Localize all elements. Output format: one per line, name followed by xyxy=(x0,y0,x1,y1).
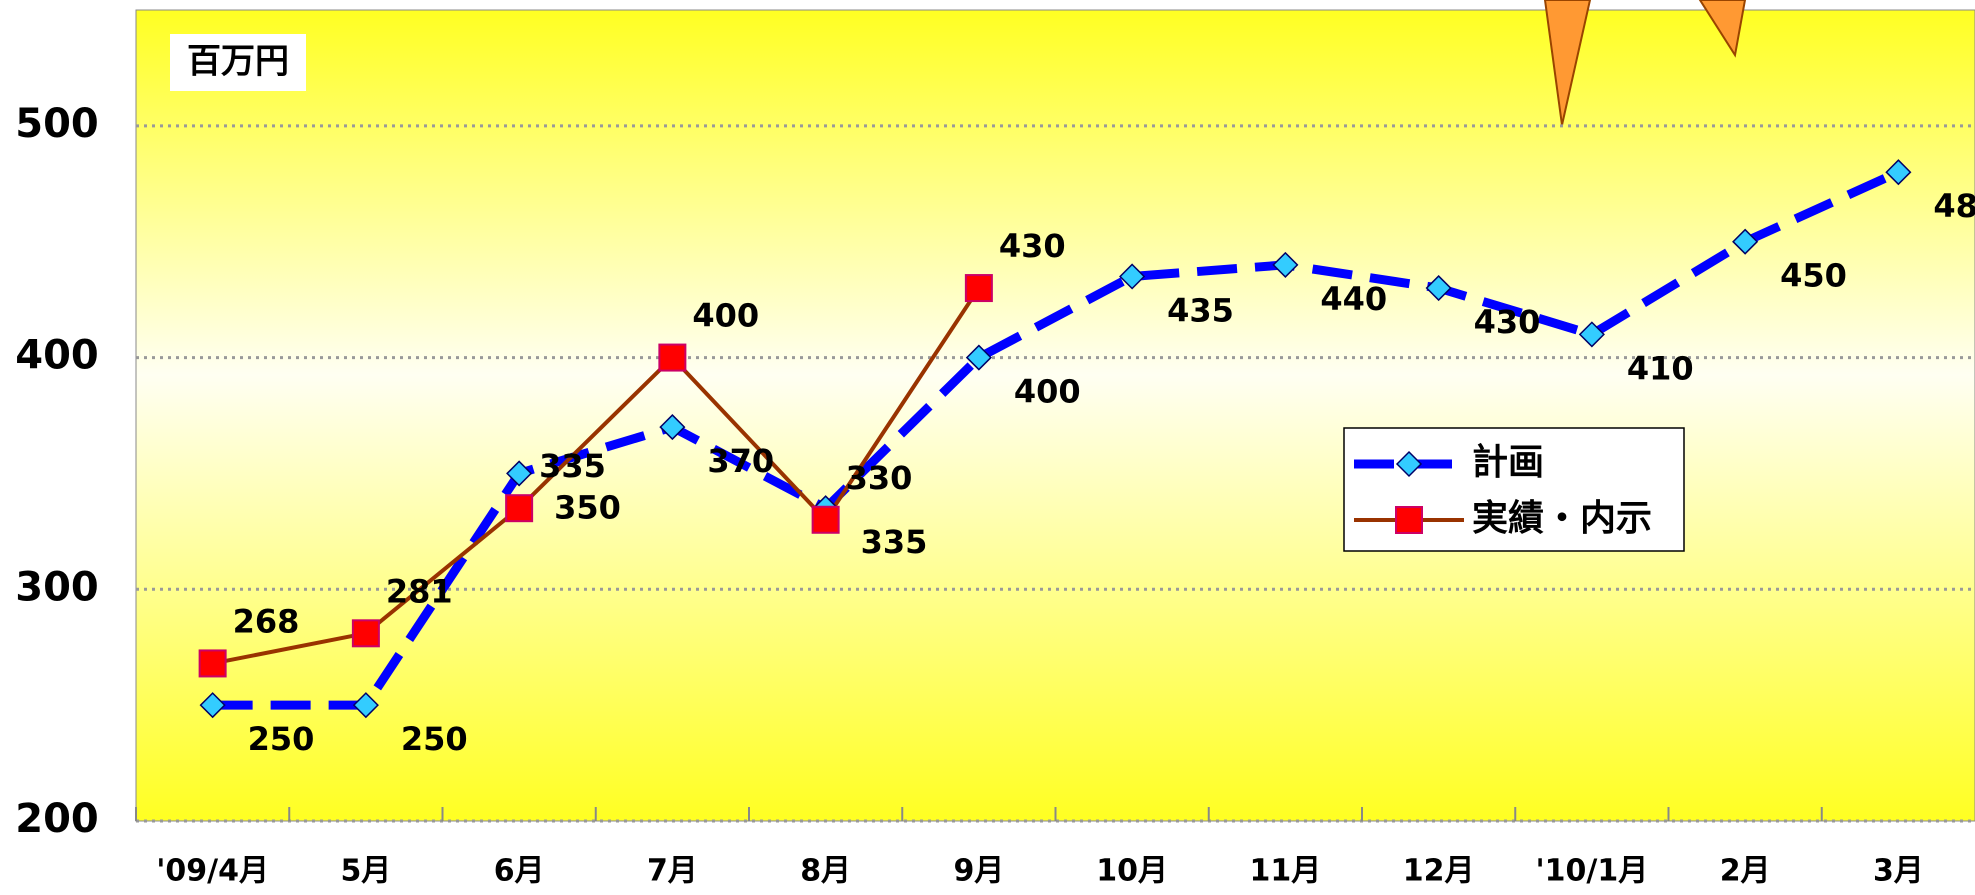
y-tick-label: 200 xyxy=(15,796,99,842)
data-label: 250 xyxy=(248,720,315,758)
x-tick-label: 6月 xyxy=(494,854,545,889)
point xyxy=(964,274,993,303)
point xyxy=(505,494,534,523)
data-label: 435 xyxy=(1167,291,1234,329)
data-label: 440 xyxy=(1320,280,1387,318)
point xyxy=(659,414,686,441)
point xyxy=(1578,321,1605,348)
x-tick-label: 2月 xyxy=(1720,854,1771,889)
y-tick-label: 400 xyxy=(15,333,99,379)
data-label: 480 xyxy=(1933,187,1975,225)
legend-label: 実績・内示 xyxy=(1472,498,1652,539)
data-label: 370 xyxy=(707,442,774,480)
point xyxy=(1119,263,1146,290)
point xyxy=(199,692,226,719)
data-label: 450 xyxy=(1780,257,1847,295)
data-label: 430 xyxy=(1474,303,1541,341)
legend-marker xyxy=(1395,450,1423,478)
point xyxy=(351,619,380,648)
data-label: 281 xyxy=(386,572,453,610)
data-label: 335 xyxy=(861,523,928,561)
y-tick-label: 300 xyxy=(15,564,99,610)
point xyxy=(1885,159,1912,186)
point xyxy=(658,343,687,372)
data-label: 400 xyxy=(692,297,759,335)
x-tick-label: 10月 xyxy=(1096,854,1168,889)
data-label: 350 xyxy=(554,488,621,526)
data-label: 330 xyxy=(846,459,913,497)
data-label: 410 xyxy=(1627,349,1694,387)
decoration xyxy=(1543,0,1592,126)
data-label: 430 xyxy=(999,227,1066,265)
legend-label: 計画 xyxy=(1472,442,1544,483)
plot-area xyxy=(135,9,1975,822)
x-tick-label: 11月 xyxy=(1250,854,1322,889)
point xyxy=(198,649,227,678)
legend-marker xyxy=(1395,506,1423,534)
point xyxy=(965,344,992,371)
y-tick-label: 500 xyxy=(15,101,99,147)
data-label: 268 xyxy=(233,602,300,640)
decoration xyxy=(1698,0,1747,58)
x-tick-label: 9月 xyxy=(953,854,1004,889)
x-tick-label: 3月 xyxy=(1873,854,1924,889)
legend-box xyxy=(1343,427,1685,552)
point xyxy=(1425,274,1452,302)
x-tick-label: 8月 xyxy=(800,854,851,889)
x-tick-label: 7月 xyxy=(647,854,698,889)
data-label: 250 xyxy=(401,720,468,758)
x-tick-label: '09/4月 xyxy=(156,854,269,889)
legend xyxy=(1343,427,1685,552)
unit-label: 百万円 xyxy=(187,42,289,82)
unit-box xyxy=(170,34,306,91)
series-line xyxy=(212,286,981,666)
data-label: 335 xyxy=(539,447,606,485)
point xyxy=(352,692,379,719)
point xyxy=(506,460,533,487)
series-line xyxy=(212,168,1901,710)
x-tick-label: 12月 xyxy=(1403,854,1475,889)
point xyxy=(811,505,840,534)
data-label: 400 xyxy=(1014,373,1081,411)
x-tick-label: 5月 xyxy=(340,854,391,889)
point xyxy=(1272,251,1299,278)
point xyxy=(1732,228,1759,255)
x-tick-label: '10/1月 xyxy=(1535,854,1648,889)
